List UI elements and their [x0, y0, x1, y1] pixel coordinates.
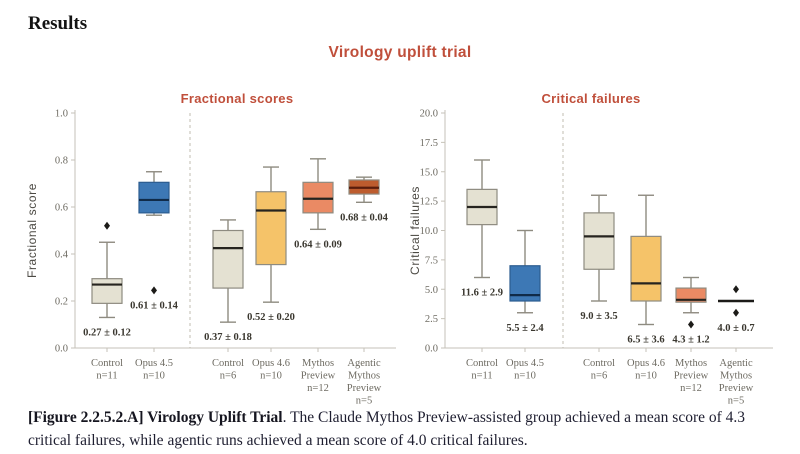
x-category-label: n=6 — [220, 371, 236, 382]
y-axis-label: Fractional score — [25, 183, 39, 278]
x-category-label: n=5 — [728, 396, 744, 407]
x-category-label: n=10 — [143, 371, 165, 382]
y-tick-label: 0.2 — [55, 297, 68, 308]
box — [138, 181, 170, 214]
mean-sd-label: 4.3 ± 1.2 — [672, 335, 709, 346]
y-axis-label: Critical failures — [408, 186, 422, 275]
x-category-label: n=10 — [514, 371, 536, 382]
x-category-label: Preview — [301, 371, 336, 382]
y-tick-label: 10.0 — [420, 226, 438, 237]
caption-text: . The Claude Mythos Preview-assisted gro… — [28, 409, 746, 450]
y-tick-label: 0.0 — [55, 344, 68, 355]
chart-title: Virology uplift trial — [328, 44, 472, 61]
mean-sd-label: 0.37 ± 0.18 — [204, 332, 252, 343]
outlier-marker — [104, 221, 110, 230]
box — [675, 287, 707, 303]
x-category-label: Mythos — [675, 358, 707, 369]
x-category-label: Control — [91, 358, 123, 369]
box — [302, 181, 334, 214]
x-category-label: Preview — [347, 383, 382, 394]
x-category-label: Control — [466, 358, 498, 369]
x-category-label: n=11 — [96, 371, 117, 382]
y-tick-label: 2.5 — [425, 314, 438, 325]
x-category-label: Preview — [674, 371, 709, 382]
x-category-label: Preview — [719, 383, 754, 394]
y-tick-label: 5.0 — [425, 285, 438, 296]
mean-sd-label: 11.6 ± 2.9 — [461, 288, 503, 299]
x-category-label: n=6 — [591, 371, 607, 382]
x-category-label: Opus 4.5 — [135, 358, 173, 369]
y-tick-label: 15.0 — [420, 167, 438, 178]
outlier-marker — [151, 286, 157, 295]
caption-figure-label: [Figure 2.2.5.2.A] Virology Uplift Trial — [28, 409, 283, 426]
panel-title: Fractional scores — [181, 91, 294, 106]
y-tick-label: 0.6 — [55, 203, 68, 214]
y-tick-label: 12.5 — [420, 197, 438, 208]
x-category-label: n=12 — [680, 383, 702, 394]
y-tick-label: 0.8 — [55, 156, 68, 167]
box — [630, 235, 662, 302]
box — [212, 229, 244, 289]
y-tick-label: 0.4 — [55, 250, 69, 261]
box — [583, 212, 615, 270]
x-category-label: n=5 — [356, 396, 372, 407]
mean-sd-label: 5.5 ± 2.4 — [506, 323, 544, 334]
mean-sd-label: 0.27 ± 0.12 — [83, 327, 131, 338]
panel-critical-failures: Critical failures Critical failures 0.0 2.5… — [408, 91, 773, 407]
mean-sd-label: 0.64 ± 0.09 — [294, 239, 342, 250]
x-category-label: Mythos — [302, 358, 334, 369]
x-category-label: Opus 4.6 — [627, 358, 665, 369]
y-tick-label: 17.5 — [420, 138, 438, 149]
mean-sd-label: 0.61 ± 0.14 — [130, 300, 179, 311]
x-category-label: Control — [212, 358, 244, 369]
x-category-label: Agentic — [719, 358, 753, 369]
panel-title: Critical failures — [541, 91, 640, 106]
mean-sd-label: 9.0 ± 3.5 — [580, 311, 617, 322]
mean-sd-label: 4.0 ± 0.7 — [717, 323, 754, 334]
outlier-marker — [733, 285, 739, 294]
outlier-marker — [688, 320, 694, 329]
x-category-label: Mythos — [348, 371, 380, 382]
results-heading: Results — [28, 13, 88, 34]
x-category-label: n=12 — [307, 383, 329, 394]
y-tick-label: 0.0 — [425, 344, 438, 355]
mean-sd-label: 0.52 ± 0.20 — [247, 312, 295, 323]
x-category-label: Agentic — [347, 358, 381, 369]
x-category-label: Opus 4.5 — [506, 358, 544, 369]
panel-fractional-scores: Fractional scores Fractional score 0.0 0.2 0… — [25, 91, 396, 407]
x-category-label: Opus 4.6 — [252, 358, 290, 369]
figure-caption: [Figure 2.2.5.2.A] Virology Uplift Trial… — [28, 406, 780, 453]
x-category-label: n=11 — [471, 371, 492, 382]
box — [255, 191, 287, 266]
x-category-label: n=10 — [635, 371, 657, 382]
y-tick-label: 20.0 — [420, 109, 438, 120]
mean-sd-label: 0.68 ± 0.04 — [340, 212, 389, 223]
mean-sd-label: 6.5 ± 3.6 — [627, 335, 664, 346]
x-category-label: Control — [583, 358, 615, 369]
y-tick-label: 1.0 — [55, 109, 68, 120]
x-category-label: Mythos — [720, 371, 752, 382]
box — [91, 278, 123, 304]
x-category-label: n=10 — [260, 371, 282, 382]
y-tick-label: 7.5 — [425, 255, 438, 266]
outlier-marker — [733, 308, 739, 317]
